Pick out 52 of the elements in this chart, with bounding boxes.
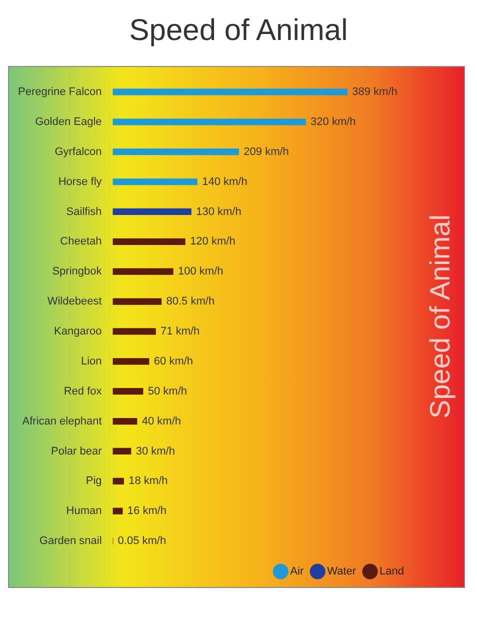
- y-tick-label: Peregrine Falcon: [18, 86, 102, 98]
- bar: [112, 88, 348, 96]
- y-tick-label: Human: [66, 505, 102, 518]
- data-label: 18 km/h: [128, 475, 168, 488]
- bar: [112, 238, 186, 245]
- bar: [112, 358, 150, 365]
- bar: [112, 148, 240, 156]
- y-tick-label: African elephant: [22, 415, 102, 428]
- legend-label: Water: [327, 566, 356, 578]
- y-tick-label: Kangaroo: [54, 326, 102, 338]
- data-label: 100 km/h: [178, 266, 224, 278]
- y-tick-label: Golden Eagle: [35, 116, 102, 128]
- y-tick-label: Gyrfalcon: [54, 146, 102, 158]
- bar: [112, 208, 192, 216]
- bar: [112, 178, 198, 186]
- bar: [112, 118, 306, 126]
- data-label: 320 km/h: [310, 116, 356, 128]
- text: Speed of Animal: [424, 214, 456, 418]
- y-tick-label: Wildebeest: [47, 296, 102, 308]
- data-label: 0.05 km/h: [118, 535, 166, 548]
- bar: [112, 388, 144, 395]
- y-tick-label: Cheetah: [60, 236, 102, 248]
- data-label: 30 km/h: [136, 445, 175, 458]
- bar: [112, 328, 156, 335]
- bar: [112, 418, 138, 425]
- data-label: 389 km/h: [352, 86, 398, 98]
- bar: [112, 478, 124, 484]
- data-label: 40 km/h: [142, 415, 182, 428]
- data-label: 140 km/h: [202, 176, 248, 188]
- y-tick-label: Lion: [80, 355, 102, 368]
- y-tick-label: Pig: [86, 475, 102, 488]
- data-label: 16 km/h: [127, 505, 167, 518]
- data-label: 80.5 km/h: [166, 296, 215, 308]
- data-label: 209 km/h: [244, 146, 289, 158]
- data-label: 50 km/h: [148, 385, 188, 398]
- data-label: 120 km/h: [190, 236, 236, 248]
- chart-title: Speed of Animal: [128, 14, 349, 48]
- bar: [112, 298, 162, 305]
- data-label: 60 km/h: [154, 355, 194, 368]
- legend-label: Air: [290, 566, 304, 578]
- bar: [112, 448, 132, 455]
- legend-label: Land: [380, 566, 404, 578]
- bar: [112, 268, 174, 275]
- y-tick-label: Horse fly: [58, 176, 102, 188]
- y-tick-label: Polar bear: [51, 445, 102, 458]
- data-label: 71 km/h: [160, 326, 200, 338]
- bar: [112, 508, 123, 514]
- data-label: 130 km/h: [196, 206, 242, 218]
- y-tick-label: Red fox: [64, 385, 102, 398]
- y-tick-label: Sailfish: [66, 206, 102, 218]
- y-tick-label: Garden snail: [39, 535, 102, 548]
- y-tick-label: Springbok: [52, 266, 102, 278]
